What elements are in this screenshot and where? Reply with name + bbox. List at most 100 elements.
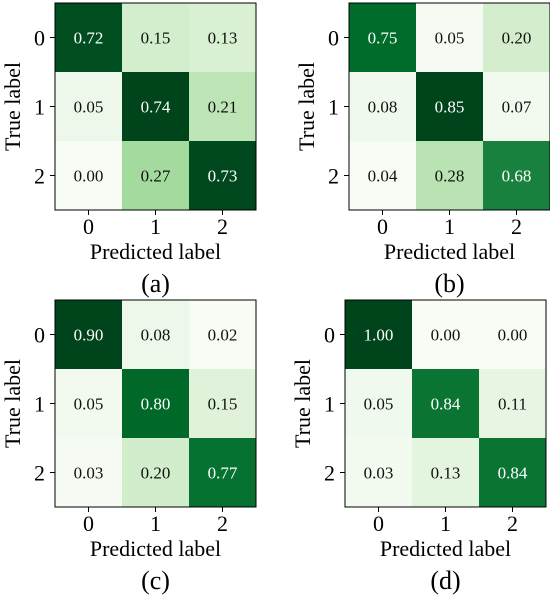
cell-value-label: 0.00 — [498, 326, 528, 345]
matrix-cell — [479, 300, 546, 369]
matrix-cell — [345, 300, 412, 369]
cell-value-label: 0.07 — [502, 98, 532, 117]
cell-value-label: 0.75 — [368, 29, 398, 48]
x-axis-label: Predicted label — [380, 536, 511, 561]
cell-value-label: 0.84 — [498, 464, 528, 483]
cell-value-label: 0.20 — [502, 29, 532, 48]
cell-value-label: 0.05 — [364, 395, 394, 414]
x-tick-label: 2 — [507, 511, 518, 536]
cell-value-label: 0.08 — [368, 98, 398, 117]
matrix-cell — [416, 3, 483, 72]
cell-value-label: 0.03 — [74, 464, 104, 483]
panel-caption: (b) — [434, 269, 464, 298]
cell-value-label: 1.00 — [364, 326, 394, 345]
x-axis-label: Predicted label — [384, 239, 515, 264]
cell-value-label: 0.15 — [141, 29, 171, 48]
matrix-cell — [189, 438, 256, 507]
cell-value-label: 0.20 — [141, 464, 171, 483]
x-tick-label: 2 — [217, 511, 228, 536]
x-tick-label: 2 — [511, 214, 522, 239]
y-tick-label: 0 — [34, 323, 45, 348]
cell-value-label: 0.21 — [208, 98, 238, 117]
x-tick-label: 0 — [83, 511, 94, 536]
matrix-cell — [122, 438, 189, 507]
matrix-cell — [345, 438, 412, 507]
cell-value-label: 0.84 — [431, 395, 461, 414]
cell-value-label: 0.13 — [431, 464, 461, 483]
matrix-cell — [55, 369, 122, 438]
x-tick-label: 2 — [217, 214, 228, 239]
y-axis-label: True label — [0, 62, 25, 151]
x-tick-label: 0 — [377, 214, 388, 239]
x-tick-label: 1 — [444, 214, 455, 239]
matrix-cell — [479, 369, 546, 438]
cell-value-label: 0.13 — [208, 29, 238, 48]
matrix-cell — [55, 438, 122, 507]
matrix-cell — [189, 141, 256, 210]
panel-caption: (c) — [141, 566, 170, 595]
cell-value-label: 0.05 — [74, 98, 104, 117]
matrix-cell — [122, 369, 189, 438]
matrix-cell — [122, 300, 189, 369]
cell-value-label: 0.05 — [435, 29, 465, 48]
cell-value-label: 0.73 — [208, 167, 238, 186]
matrix-cell — [122, 3, 189, 72]
matrix-cell — [412, 300, 479, 369]
x-axis-label: Predicted label — [90, 536, 221, 561]
matrix-cell — [416, 141, 483, 210]
matrix-cell — [189, 300, 256, 369]
y-tick-label: 2 — [324, 461, 335, 486]
matrix-cell — [189, 3, 256, 72]
matrix-cell — [483, 141, 550, 210]
matrix-cell — [412, 369, 479, 438]
cell-value-label: 0.68 — [502, 167, 532, 186]
panel-caption: (d) — [430, 566, 460, 595]
cell-value-label: 0.90 — [74, 326, 104, 345]
y-tick-label: 0 — [34, 26, 45, 51]
cell-value-label: 0.74 — [141, 98, 171, 117]
matrix-cell — [483, 72, 550, 141]
matrix-cell — [189, 369, 256, 438]
cell-value-label: 0.15 — [208, 395, 238, 414]
cell-value-label: 0.00 — [431, 326, 461, 345]
cell-value-label: 0.80 — [141, 395, 171, 414]
cell-value-label: 0.02 — [208, 326, 238, 345]
matrix-cell — [55, 3, 122, 72]
cell-value-label: 0.05 — [74, 395, 104, 414]
cell-value-label: 0.28 — [435, 167, 465, 186]
y-axis-label: True label — [0, 359, 25, 448]
cell-value-label: 0.00 — [74, 167, 104, 186]
matrix-cell — [479, 438, 546, 507]
y-tick-label: 2 — [34, 164, 45, 189]
x-tick-label: 1 — [150, 214, 161, 239]
cell-value-label: 0.04 — [368, 167, 398, 186]
matrix-cell — [55, 141, 122, 210]
cell-value-label: 0.08 — [141, 326, 171, 345]
matrix-cell — [189, 72, 256, 141]
y-tick-label: 0 — [328, 26, 339, 51]
x-axis-label: Predicted label — [90, 239, 221, 264]
y-tick-label: 1 — [328, 95, 339, 120]
y-tick-label: 2 — [34, 461, 45, 486]
matrix-cell — [349, 3, 416, 72]
matrix-cell — [412, 438, 479, 507]
y-axis-label: True label — [290, 359, 315, 448]
matrix-cell — [416, 72, 483, 141]
y-tick-label: 0 — [324, 323, 335, 348]
matrix-cell — [55, 72, 122, 141]
cell-value-label: 0.72 — [74, 29, 104, 48]
matrix-cell — [349, 72, 416, 141]
matrix-cell — [483, 3, 550, 72]
y-tick-label: 2 — [328, 164, 339, 189]
matrix-cell — [122, 141, 189, 210]
matrix-cell — [55, 300, 122, 369]
y-axis-label: True label — [294, 62, 319, 151]
y-tick-label: 1 — [34, 95, 45, 120]
cell-value-label: 0.27 — [141, 167, 171, 186]
matrix-cell — [122, 72, 189, 141]
matrix-cell — [349, 141, 416, 210]
matrix-cell — [345, 369, 412, 438]
x-tick-label: 0 — [373, 511, 384, 536]
cell-value-label: 0.77 — [208, 464, 238, 483]
